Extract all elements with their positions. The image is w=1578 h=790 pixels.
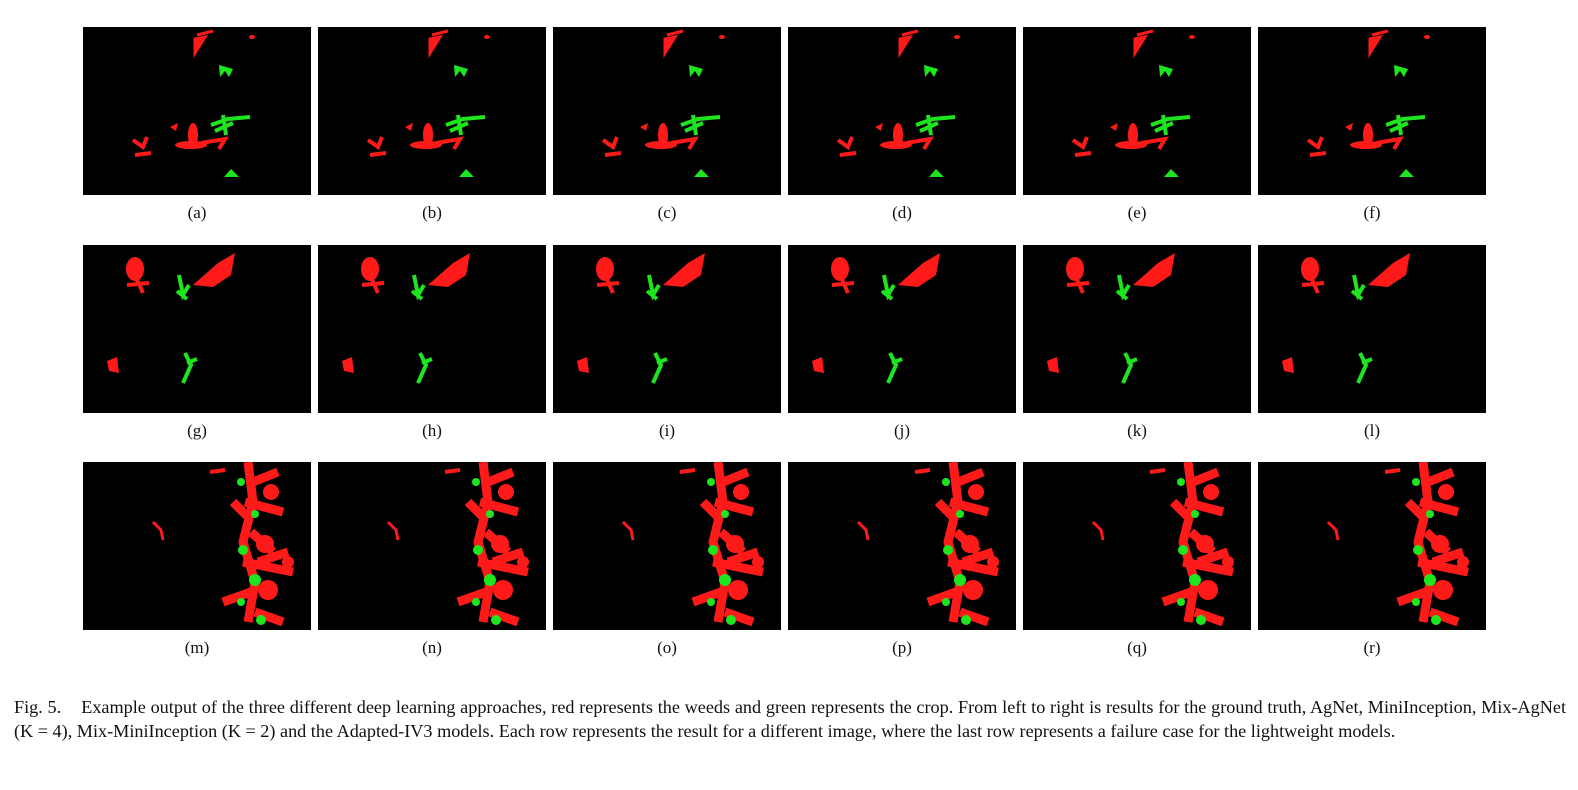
segmentation-mask xyxy=(856,462,999,627)
segmentation-mask xyxy=(836,29,960,177)
segmentation-panel xyxy=(1023,245,1251,413)
segmentation-panel xyxy=(553,462,781,630)
segmentation-mask xyxy=(621,462,764,627)
segmentation-panel xyxy=(318,245,546,413)
segmentation-mask xyxy=(131,29,255,177)
panel-label: (r) xyxy=(1363,638,1381,657)
segmentation-mask xyxy=(1282,253,1410,384)
panel-label: (c) xyxy=(657,203,677,222)
segmentation-panel xyxy=(318,462,546,630)
panel-label: (q) xyxy=(1127,638,1147,657)
panel-label: (j) xyxy=(893,421,911,440)
segmentation-panel xyxy=(1258,462,1486,630)
panel-label: (k) xyxy=(1127,421,1147,440)
panel-label: (a) xyxy=(187,203,207,222)
segmentation-mask xyxy=(1326,462,1469,627)
figure-caption: Fig. 5. Example output of the three diffe… xyxy=(14,695,1566,743)
segmentation-panel xyxy=(83,27,311,195)
segmentation-mask xyxy=(386,462,529,627)
panel-label: (m) xyxy=(184,638,210,657)
segmentation-panel xyxy=(83,245,311,413)
segmentation-panel xyxy=(788,27,1016,195)
panel-label: (o) xyxy=(657,638,677,657)
panel-label: (f) xyxy=(1363,203,1381,222)
panel-label: (h) xyxy=(422,421,442,440)
segmentation-panel xyxy=(553,245,781,413)
segmentation-panel xyxy=(553,27,781,195)
segmentation-panel xyxy=(1023,462,1251,630)
panel-label: (p) xyxy=(892,638,912,657)
segmentation-mask xyxy=(601,29,725,177)
segmentation-panel xyxy=(788,245,1016,413)
segmentation-panel xyxy=(1023,27,1251,195)
segmentation-mask xyxy=(342,253,470,384)
segmentation-panel xyxy=(83,462,311,630)
segmentation-panel xyxy=(1258,27,1486,195)
panel-label: (i) xyxy=(658,421,676,440)
figure-number: Fig. 5. xyxy=(14,697,62,717)
panel-label: (d) xyxy=(892,203,912,222)
segmentation-mask xyxy=(366,29,490,177)
segmentation-panel xyxy=(788,462,1016,630)
segmentation-panel xyxy=(318,27,546,195)
segmentation-mask xyxy=(151,462,294,627)
panel-label: (l) xyxy=(1363,421,1381,440)
segmentation-mask xyxy=(1091,462,1234,627)
segmentation-panel xyxy=(1258,245,1486,413)
segmentation-mask xyxy=(1071,29,1195,177)
segmentation-mask xyxy=(1306,29,1430,177)
segmentation-mask xyxy=(577,253,705,384)
segmentation-mask xyxy=(1047,253,1175,384)
segmentation-mask xyxy=(812,253,940,384)
panel-label: (e) xyxy=(1127,203,1147,222)
caption-text: Example output of the three different de… xyxy=(14,697,1567,741)
panel-label: (n) xyxy=(422,638,442,657)
panel-label: (g) xyxy=(187,421,207,440)
segmentation-mask xyxy=(107,253,235,384)
panel-label: (b) xyxy=(422,203,442,222)
